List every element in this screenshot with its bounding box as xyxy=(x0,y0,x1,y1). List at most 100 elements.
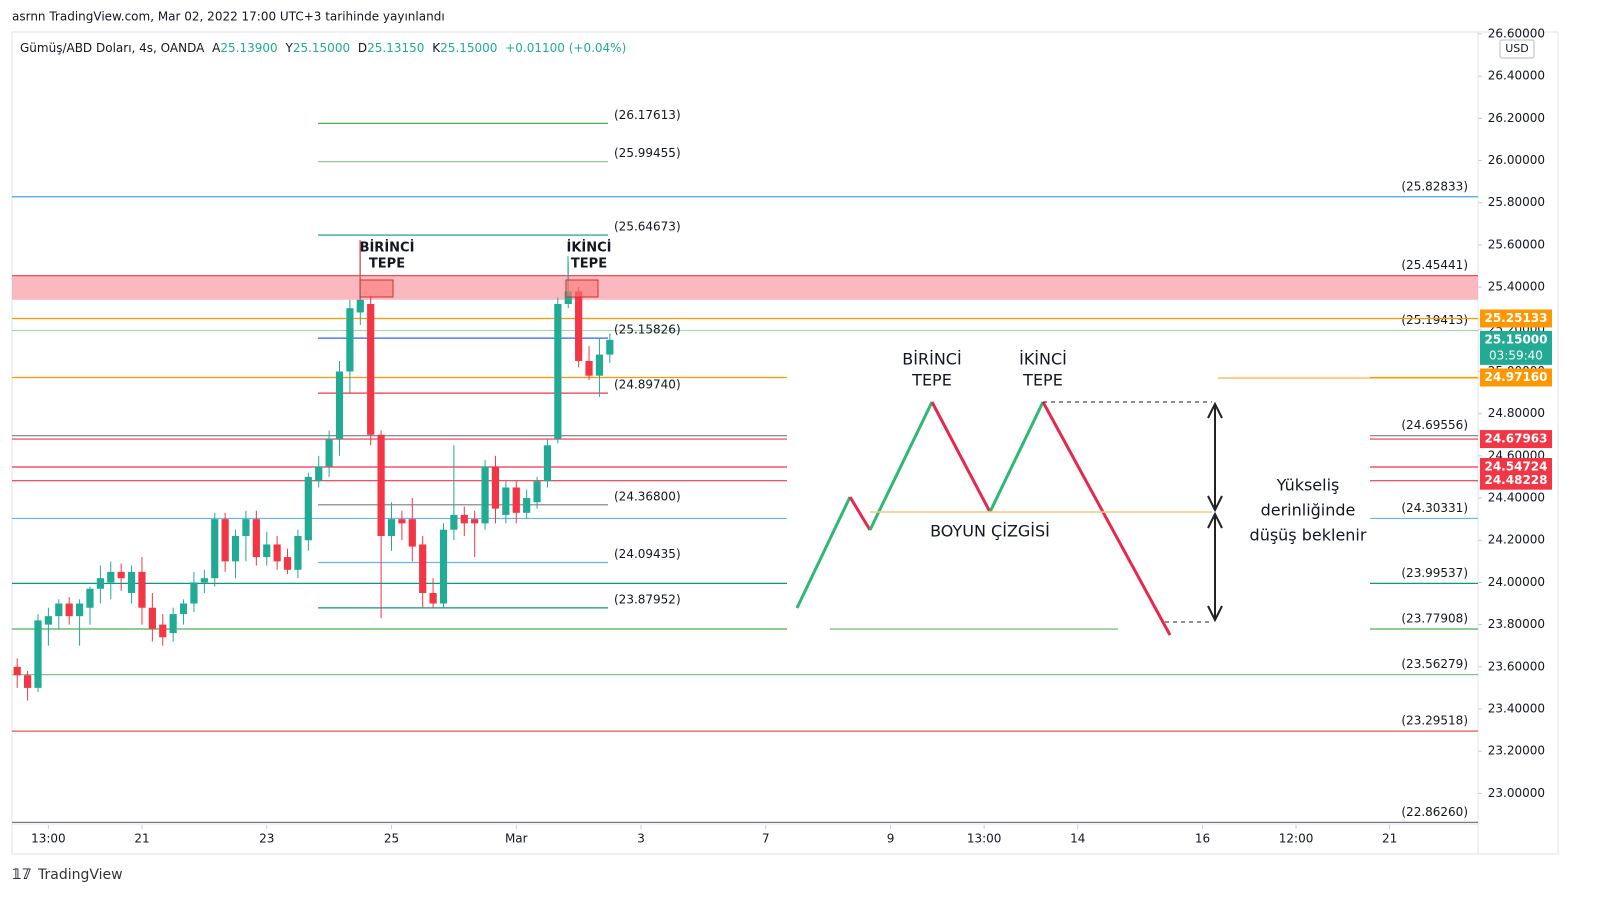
candle-body xyxy=(356,299,364,313)
candle-body xyxy=(283,557,292,570)
candle-body xyxy=(471,519,479,524)
top-label: BİRİNCİ xyxy=(360,240,415,256)
candle-body xyxy=(96,578,104,589)
ohlc-value: 25.13900 xyxy=(220,41,277,55)
price-badge xyxy=(1480,309,1552,328)
candle-body xyxy=(367,303,375,435)
candle-body xyxy=(231,536,240,562)
pattern-label: TEPE xyxy=(1022,371,1063,390)
candle-body xyxy=(543,445,552,482)
price-badge xyxy=(1480,457,1552,476)
x-tick-label: 3 xyxy=(637,832,645,846)
candle-body xyxy=(148,607,156,629)
change: +0.01100 (+0.04%) xyxy=(505,41,626,55)
candle-body xyxy=(439,529,448,604)
candle-body xyxy=(23,675,32,688)
ohlc-value: 25.13150 xyxy=(367,41,424,55)
y-tick-label: 23.20000 xyxy=(1488,744,1545,758)
plot: (25.82833) (25.45441) (25.19413) (24.69556)… xyxy=(12,108,1478,823)
fib-label: (24.89740) xyxy=(614,378,681,392)
x-tick-label: 14 xyxy=(1070,832,1085,846)
y-tick-label: 26.00000 xyxy=(1488,153,1545,167)
candle-body xyxy=(44,616,52,625)
candle-body xyxy=(65,603,73,617)
y-tick-label: 25.40000 xyxy=(1488,280,1545,294)
price-badge xyxy=(1480,368,1552,387)
pattern-label: İKİNCİ xyxy=(1019,350,1067,369)
candle-body xyxy=(377,434,385,537)
y-tick-label: 26.60000 xyxy=(1488,27,1545,41)
candle-body xyxy=(190,582,198,604)
fib-label: (25.15826) xyxy=(614,323,681,337)
level-label: (23.56279) xyxy=(1401,657,1468,671)
price-badge-label: 24.54724 xyxy=(1484,459,1547,473)
candle-body xyxy=(211,519,219,579)
note: düşüş beklenir xyxy=(1250,526,1367,545)
top-box xyxy=(565,279,599,298)
arrow-head xyxy=(1207,511,1223,623)
ohlc-value: 25.15000 xyxy=(440,41,497,55)
brand: TradingView xyxy=(37,867,123,883)
fib-label: (24.09435) xyxy=(614,547,681,561)
y-tick-label: 24.20000 xyxy=(1488,533,1545,547)
level-label: (25.19413) xyxy=(1401,313,1468,327)
candle-body xyxy=(450,514,458,530)
candle-body xyxy=(502,487,510,515)
candle-body xyxy=(429,592,437,604)
candle-body xyxy=(460,514,468,524)
candle-body xyxy=(512,487,520,513)
candle-body xyxy=(398,519,406,524)
y-tick-label: 23.40000 xyxy=(1488,701,1545,715)
frame xyxy=(11,31,1559,855)
candle-body xyxy=(273,544,281,562)
ohlc-key: A xyxy=(212,41,221,55)
candle-body xyxy=(575,291,583,361)
level-label: (23.99537) xyxy=(1401,566,1468,580)
top-label: İKİNCİ xyxy=(566,240,611,256)
candle-body xyxy=(419,544,427,593)
candle-body xyxy=(127,571,136,593)
top-label: TEPE xyxy=(571,257,607,272)
price-badge-label: 24.67963 xyxy=(1484,432,1547,446)
ohlc-key: K xyxy=(432,41,441,55)
x-tick-label: 9 xyxy=(887,832,895,846)
candle-body xyxy=(408,519,416,547)
candle-body xyxy=(86,588,94,608)
candle-body xyxy=(491,466,500,509)
y-tick-label: 26.40000 xyxy=(1488,69,1545,83)
candle-body xyxy=(294,536,302,570)
currency: USD xyxy=(1505,42,1529,55)
x-tick-label: 21 xyxy=(134,832,149,846)
note: derinliğinde xyxy=(1261,501,1356,520)
pattern-label: BİRİNCİ xyxy=(902,350,961,369)
candle-body xyxy=(315,466,323,482)
y-tick-label: 24.00000 xyxy=(1488,575,1545,589)
pattern-up xyxy=(795,496,852,609)
level-label: (24.69556) xyxy=(1401,418,1468,432)
candle-body xyxy=(304,476,312,541)
x-tick-label: 7 xyxy=(762,832,770,846)
pattern-label: TEPE xyxy=(911,371,952,390)
pattern-down xyxy=(930,401,992,513)
fib-label: (25.64673) xyxy=(614,220,681,234)
candle-body xyxy=(554,303,562,439)
candle-body xyxy=(34,620,42,688)
ohlc-key: D xyxy=(358,41,367,55)
x-tick-label: 23 xyxy=(259,832,274,846)
y-tick-label: 26.20000 xyxy=(1488,111,1545,125)
fib-label: (26.17613) xyxy=(614,108,681,122)
candle-body xyxy=(75,603,84,617)
x-tick-label: 13:00 xyxy=(967,832,1002,846)
price-badge xyxy=(1480,471,1552,490)
price-badge-label: 24.48228 xyxy=(1484,473,1547,487)
candle-body xyxy=(138,571,146,608)
candle-body xyxy=(387,519,396,537)
level-label: (24.30331) xyxy=(1401,501,1468,515)
y-tick-label: 25.80000 xyxy=(1488,195,1545,209)
y-tick-label: 24.80000 xyxy=(1488,406,1545,420)
candle-body xyxy=(595,354,604,376)
ohlc-value: 25.15000 xyxy=(293,41,350,55)
top-label: TEPE xyxy=(369,257,405,272)
fib-label: (23.87952) xyxy=(614,592,681,606)
